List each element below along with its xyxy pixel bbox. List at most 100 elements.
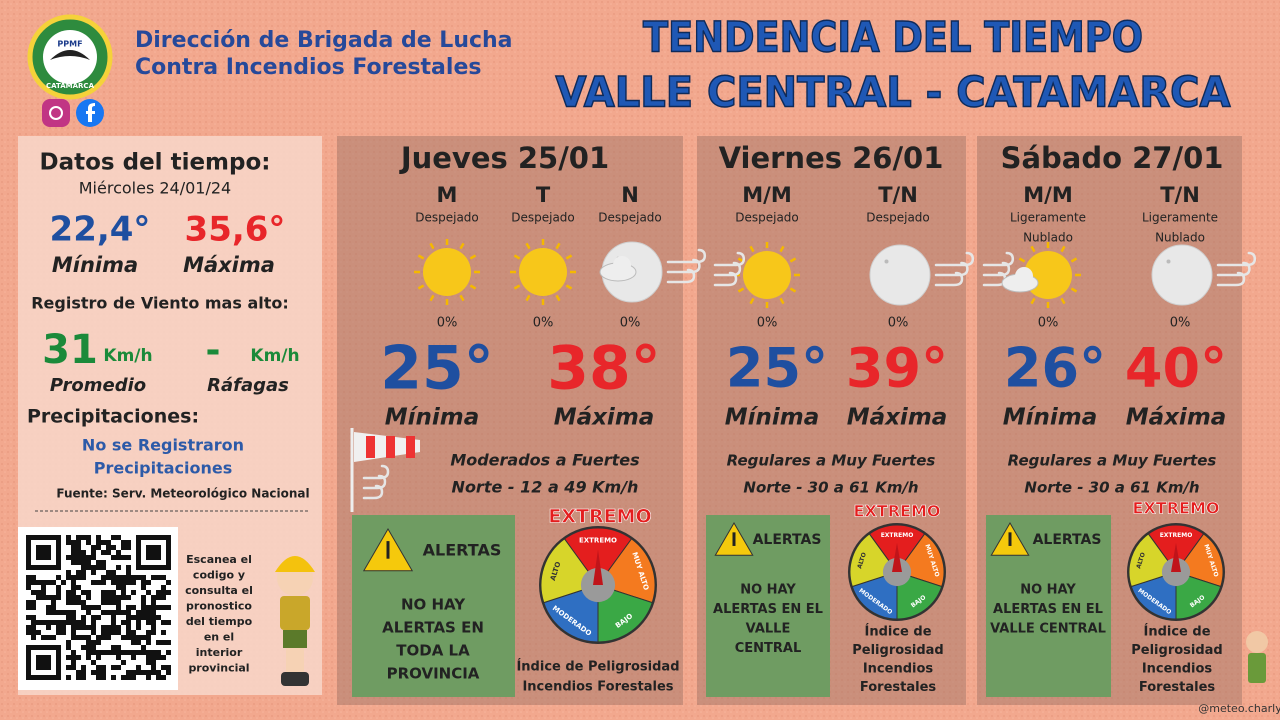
qr-cell: [31, 575, 36, 580]
qr-cell: [126, 545, 131, 550]
qr-cell: [56, 585, 61, 590]
qr-cell: [136, 640, 141, 645]
alert-text: NO HAY: [401, 596, 466, 614]
qr-cell: [121, 610, 126, 615]
qr-cell: [96, 580, 101, 585]
qr-cell: [71, 600, 76, 605]
index-text: Índice de: [864, 624, 931, 640]
qr-cell: [121, 590, 126, 595]
qr-cell: [66, 610, 71, 615]
wind-forecast: Norte - 12 a 49 Km/h: [452, 478, 639, 497]
qr-cell: [156, 640, 161, 645]
qr-text: interior: [196, 646, 243, 659]
qr-cell: [101, 565, 106, 570]
qr-cell: [66, 590, 71, 595]
sky-text: Despejado: [735, 211, 799, 225]
qr-cell: [146, 675, 151, 680]
qr-cell: [86, 595, 91, 600]
qr-cell: [26, 615, 31, 620]
qr-cell: [66, 655, 71, 660]
sun-ray: [1060, 297, 1066, 305]
day-title: Viernes 26/01: [719, 141, 944, 175]
qr-cell: [146, 590, 151, 595]
main-title: VALLE CENTRAL - CATAMARCA: [556, 68, 1231, 117]
qr-cell: [51, 595, 56, 600]
qr-cell: [86, 540, 91, 545]
handle: @meteo.charly: [1198, 702, 1280, 715]
qr-cell: [86, 655, 91, 660]
qr-cell: [76, 625, 81, 630]
qr-cell: [71, 655, 76, 660]
qr-cell: [61, 625, 66, 630]
sun-ray: [525, 294, 531, 302]
qr-cell: [31, 630, 36, 635]
qr-cell: [81, 675, 86, 680]
qr-finder-core: [36, 545, 51, 560]
qr-cell: [156, 670, 161, 675]
qr-finder-core: [36, 655, 51, 670]
sun-ray: [779, 245, 785, 253]
qr-cell: [121, 540, 126, 545]
qr-cell: [46, 635, 51, 640]
qr-cell: [76, 595, 81, 600]
qr-cell: [111, 590, 116, 595]
sun-ray: [469, 254, 477, 260]
qr-cell: [106, 635, 111, 640]
qr-cell: [146, 670, 151, 675]
qr-cell: [141, 610, 146, 615]
qr-cell: [161, 590, 166, 595]
qr-cell: [111, 575, 116, 580]
qr-cell: [121, 555, 126, 560]
qr-cell: [26, 630, 31, 635]
qr-cell: [146, 660, 151, 665]
qr-cell: [71, 590, 76, 595]
qr-cell: [151, 670, 156, 675]
qr-cell: [26, 580, 31, 585]
qr-cell: [131, 675, 136, 680]
qr-cell: [81, 605, 86, 610]
qr-cell: [116, 575, 121, 580]
qr-cell: [66, 595, 71, 600]
qr-cell: [126, 620, 131, 625]
mascot-boots: [281, 672, 309, 686]
qr-cell: [141, 575, 146, 580]
qr-cell: [161, 620, 166, 625]
qr-cell: [76, 540, 81, 545]
qr-cell: [161, 575, 166, 580]
mascot-helmet: [275, 556, 315, 572]
qr-text: del tiempo: [186, 615, 253, 628]
qr-cell: [156, 615, 161, 620]
qr-cell: [146, 605, 151, 610]
qr-cell: [91, 650, 96, 655]
qr-cell: [111, 570, 116, 575]
qr-cell: [31, 615, 36, 620]
qr-cell: [71, 620, 76, 625]
qr-cell: [126, 605, 131, 610]
qr-cell: [156, 655, 161, 660]
mascot-shins: [286, 648, 304, 672]
qr-cell: [121, 620, 126, 625]
qr-cell: [86, 635, 91, 640]
qr-cell: [71, 650, 76, 655]
sun-ray: [789, 287, 797, 293]
sun-ray: [565, 254, 573, 260]
min-label: Mínima: [385, 405, 480, 431]
wind-gust: -: [206, 330, 221, 371]
wind-avg: 31: [42, 327, 98, 373]
sun-ray: [555, 294, 561, 302]
logo-inner: [43, 30, 97, 84]
qr-cell: [126, 580, 131, 585]
qr-cell: [141, 645, 146, 650]
precip-title: Precipitaciones:: [27, 406, 199, 428]
qr-cell: [46, 620, 51, 625]
qr-cell: [86, 645, 91, 650]
qr-cell: [116, 595, 121, 600]
qr-cell: [131, 650, 136, 655]
qr-cell: [116, 630, 121, 635]
logo-place: CATAMARCA: [46, 82, 95, 90]
qr-cell: [66, 555, 71, 560]
gust-label: Ráfagas: [207, 375, 289, 396]
qr-cell: [146, 580, 151, 585]
gauge-needle: [892, 542, 902, 572]
